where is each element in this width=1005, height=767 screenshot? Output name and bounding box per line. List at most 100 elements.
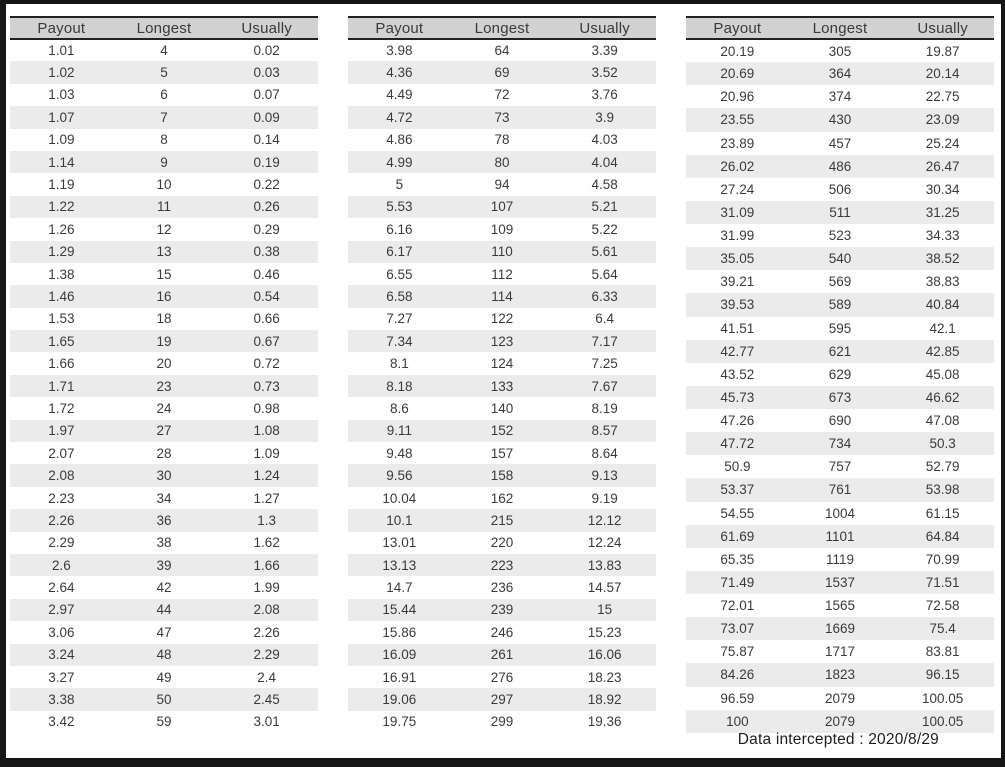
cell-usually: 8.19 xyxy=(591,400,618,416)
cell-usually: 2.26 xyxy=(253,624,280,640)
cell-payout: 8.18 xyxy=(386,378,413,394)
payout-table-3: Payout Longest Usually 20.19 305 19.87 20.69 36… xyxy=(686,16,994,734)
cell-usually: 2.45 xyxy=(253,692,280,708)
cell-usually: 18.23 xyxy=(587,669,622,685)
table-row: 1.46 16 0.54 xyxy=(10,285,318,308)
cell-longest: 12 xyxy=(156,221,172,237)
table-row: 3.06 47 2.26 xyxy=(10,621,318,643)
cell-payout: 20.96 xyxy=(720,89,755,105)
cell-usually: 0.66 xyxy=(253,311,280,327)
cell-usually: 83.81 xyxy=(925,644,960,660)
table-row: 26.02 486 26.47 xyxy=(686,154,994,178)
cell-usually: 5.61 xyxy=(591,244,618,260)
cell-usually: 31.25 xyxy=(925,204,960,220)
cell-longest: 42 xyxy=(156,580,172,596)
table-row: 4.99 80 4.04 xyxy=(348,150,656,174)
cell-payout: 3.27 xyxy=(48,669,75,685)
header-row: Payout Longest Usually xyxy=(348,16,656,40)
cell-usually: 22.75 xyxy=(925,89,960,105)
cell-usually: 1.08 xyxy=(253,423,280,439)
table-row: 45.73 673 46.62 xyxy=(686,385,994,409)
table-row: 27.24 506 30.34 xyxy=(686,178,994,201)
cell-payout: 8.6 xyxy=(389,400,409,416)
table-row: 9.11 152 8.57 xyxy=(348,419,656,443)
cell-payout: 27.24 xyxy=(720,181,755,197)
cell-longest: 215 xyxy=(490,512,514,528)
table-row: 5.53 107 5.21 xyxy=(348,195,656,219)
table-row: 71.49 1537 71.51 xyxy=(686,570,994,594)
table-row: 54.55 1004 61.15 xyxy=(686,502,994,525)
cell-payout: 10.1 xyxy=(386,512,413,528)
cell-longest: 47 xyxy=(156,624,172,640)
column-header-payout: Payout xyxy=(348,16,451,40)
cell-usually: 5.64 xyxy=(591,266,618,282)
table-row: 20.96 374 22.75 xyxy=(686,85,994,108)
cell-usually: 0.26 xyxy=(253,199,280,215)
cell-longest: 1669 xyxy=(824,621,855,637)
cell-payout: 31.09 xyxy=(720,204,755,220)
cell-payout: 19.75 xyxy=(382,714,417,730)
cell-payout: 96.59 xyxy=(720,690,755,706)
cell-longest: 1101 xyxy=(825,528,855,544)
cell-longest: 133 xyxy=(490,378,514,394)
cell-payout: 14.7 xyxy=(386,580,413,596)
table-row: 6.16 109 5.22 xyxy=(348,218,656,240)
cell-usually: 100.05 xyxy=(922,713,964,729)
cell-longest: 38 xyxy=(156,535,172,551)
cell-payout: 1.72 xyxy=(48,400,75,416)
cell-longest: 152 xyxy=(490,423,514,439)
cell-usually: 42.1 xyxy=(929,320,956,336)
cell-longest: 19 xyxy=(156,333,172,349)
cell-usually: 71.51 xyxy=(925,574,960,590)
cell-payout: 4.86 xyxy=(386,132,413,148)
cell-longest: 114 xyxy=(491,288,513,304)
cell-usually: 64.84 xyxy=(925,528,960,544)
cell-payout: 65.35 xyxy=(720,551,755,567)
cell-longest: 112 xyxy=(491,266,513,282)
cell-payout: 53.37 xyxy=(720,482,755,498)
cell-longest: 11 xyxy=(156,199,171,215)
cell-payout: 6.58 xyxy=(386,288,413,304)
header-row: Payout Longest Usually xyxy=(10,16,318,40)
cell-usually: 4.58 xyxy=(591,177,618,193)
table-row: 2.64 42 1.99 xyxy=(10,576,318,598)
cell-payout: 1.97 xyxy=(48,423,75,439)
cell-payout: 15.44 xyxy=(382,602,417,618)
cell-payout: 54.55 xyxy=(720,505,755,521)
cell-payout: 9.48 xyxy=(386,445,413,461)
cell-usually: 26.47 xyxy=(925,158,960,174)
table-row: 4.36 69 3.52 xyxy=(348,61,656,84)
cell-longest: 486 xyxy=(828,158,852,174)
cell-payout: 75.87 xyxy=(720,644,755,660)
cell-longest: 44 xyxy=(156,602,172,618)
cell-longest: 239 xyxy=(490,602,514,618)
cell-payout: 1.66 xyxy=(48,356,75,372)
cell-payout: 72.01 xyxy=(720,598,755,614)
cell-usually: 52.79 xyxy=(925,459,960,475)
table-row: 1.65 19 0.67 xyxy=(10,330,318,353)
cell-payout: 73.07 xyxy=(720,621,755,637)
table-row: 2.26 36 1.3 xyxy=(10,509,318,532)
table-row: 1.19 10 0.22 xyxy=(10,173,318,195)
table-row: 1.07 7 0.09 xyxy=(10,106,318,129)
cell-longest: 236 xyxy=(490,580,514,596)
cell-payout: 41.51 xyxy=(720,320,755,336)
cell-usually: 0.02 xyxy=(253,43,280,59)
cell-longest: 72 xyxy=(494,87,510,103)
cell-payout: 2.64 xyxy=(48,580,75,596)
cell-usually: 0.46 xyxy=(253,266,280,282)
cell-usually: 0.19 xyxy=(253,154,280,170)
cell-longest: 299 xyxy=(490,714,514,730)
cell-longest: 18 xyxy=(156,311,172,327)
cell-payout: 42.77 xyxy=(720,343,755,359)
payout-table-1: Payout Longest Usually 1.01 4 0.02 1.02 5 0.03 1.… xyxy=(10,16,318,733)
cell-longest: 261 xyxy=(490,647,514,663)
table-row: 6.17 110 5.61 xyxy=(348,240,656,263)
cell-usually: 19.36 xyxy=(587,714,622,730)
cell-longest: 4 xyxy=(160,43,168,59)
cell-longest: 6 xyxy=(160,87,168,103)
cell-payout: 16.91 xyxy=(382,669,417,685)
cell-payout: 39.53 xyxy=(720,297,755,313)
table-row: 23.89 457 25.24 xyxy=(686,132,994,155)
table-row: 4.86 78 4.03 xyxy=(348,129,656,151)
